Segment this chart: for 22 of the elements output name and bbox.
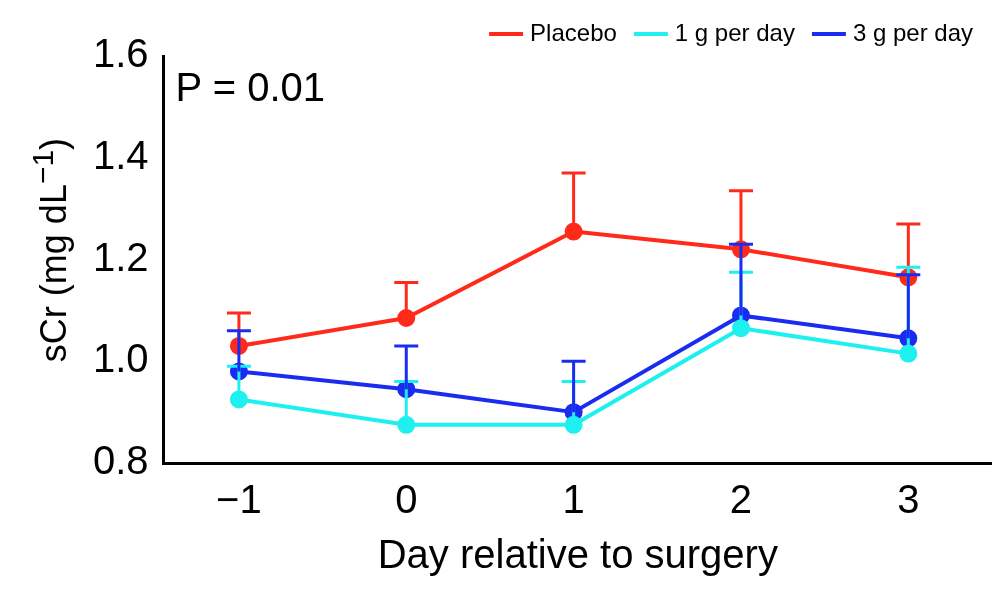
point: [397, 309, 416, 328]
x-tick-label: −1: [216, 477, 262, 522]
x-tick-label: 3: [897, 477, 920, 522]
point: [564, 415, 583, 434]
y-tick-label: 1.2: [93, 234, 149, 279]
legend-label: 3 g per day: [852, 18, 974, 46]
point: [397, 415, 416, 434]
point: [229, 390, 248, 409]
legend-label: Placebo: [530, 18, 617, 46]
x-tick-label: 1: [562, 477, 585, 522]
y-tick-label: 1.0: [93, 336, 149, 381]
point: [731, 319, 750, 338]
point: [564, 222, 583, 241]
point: [899, 344, 918, 363]
y-tick-label: 0.8: [93, 438, 149, 483]
x-tick-label: 0: [395, 477, 418, 522]
legend-label: 1 g per day: [674, 18, 795, 46]
annotation: P = 0.01: [175, 65, 326, 110]
y-tick-label: 1.6: [93, 31, 149, 76]
x-tick-label: 2: [729, 477, 753, 522]
x-axis-title: Day relative to surgery: [377, 532, 778, 577]
y-tick-label: 1.4: [93, 132, 149, 177]
